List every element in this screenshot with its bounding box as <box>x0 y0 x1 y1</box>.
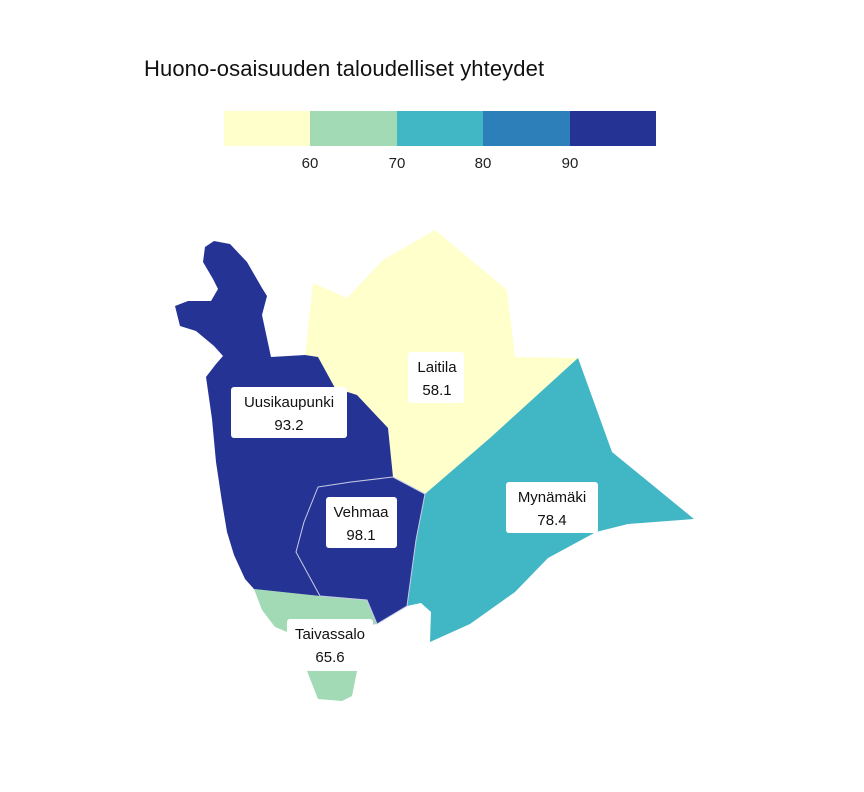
legend-swatch-1 <box>224 111 311 146</box>
legend-swatch-2 <box>310 111 397 146</box>
legend-swatch-4 <box>483 111 570 146</box>
label-uusikaupunki-name: Uusikaupunki <box>244 394 334 411</box>
legend-swatch-5 <box>569 111 657 146</box>
label-vehmaa: Vehmaa 98.1 <box>326 497 397 548</box>
label-vehmaa-name: Vehmaa <box>333 504 389 521</box>
label-uusikaupunki-value: 93.2 <box>274 417 303 434</box>
label-laitila-value: 58.1 <box>422 382 451 399</box>
label-vehmaa-value: 98.1 <box>346 527 375 544</box>
legend-tick-90: 90 <box>561 155 579 172</box>
region-taivassalo-south[interactable] <box>307 671 357 701</box>
label-uusikaupunki: Uusikaupunki 93.2 <box>231 387 347 438</box>
label-taivassalo-value: 65.6 <box>315 649 344 666</box>
label-mynamaki-value: 78.4 <box>537 512 566 529</box>
legend-swatch-3 <box>396 111 484 146</box>
map-title: Huono-osaisuuden taloudelliset yhteydet <box>144 56 545 81</box>
label-mynamaki: Mynämäki 78.4 <box>506 482 598 533</box>
label-taivassalo-name: Taivassalo <box>295 626 365 643</box>
legend-tick-70: 70 <box>388 155 406 172</box>
label-mynamaki-name: Mynämäki <box>518 489 586 506</box>
legend-tick-80: 80 <box>474 155 492 172</box>
label-laitila-name: Laitila <box>417 359 457 376</box>
label-laitila: Laitila 58.1 <box>408 352 464 403</box>
label-taivassalo: Taivassalo 65.6 <box>287 619 373 670</box>
legend-tick-60: 60 <box>301 155 319 172</box>
color-legend <box>224 111 657 146</box>
